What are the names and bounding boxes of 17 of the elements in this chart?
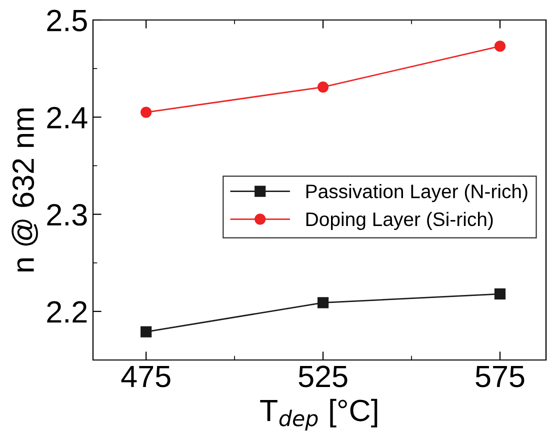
y-tick-label: 2.2 <box>47 301 87 322</box>
y-axis-title: n @ 632 nm <box>12 108 38 272</box>
x-axis-title: T$_{dep}$ [°C] <box>260 398 378 431</box>
y-tick-label: 2.5 <box>47 10 87 32</box>
point <box>140 326 152 338</box>
legend-label: Passivation Layer (N-rich) <box>306 184 528 202</box>
x-tick-label: 525 <box>298 366 348 388</box>
x-tick-label: 475 <box>121 366 170 388</box>
point <box>494 288 506 300</box>
point <box>317 297 329 308</box>
y-tick-label: 2.3 <box>47 204 87 226</box>
y-tick-label: 2.4 <box>47 106 88 128</box>
x-tick-label: 575 <box>476 366 524 388</box>
legend-label: Doping Layer (Si-rich) <box>306 212 493 230</box>
point <box>494 40 506 52</box>
point <box>317 81 329 93</box>
point <box>140 106 152 118</box>
